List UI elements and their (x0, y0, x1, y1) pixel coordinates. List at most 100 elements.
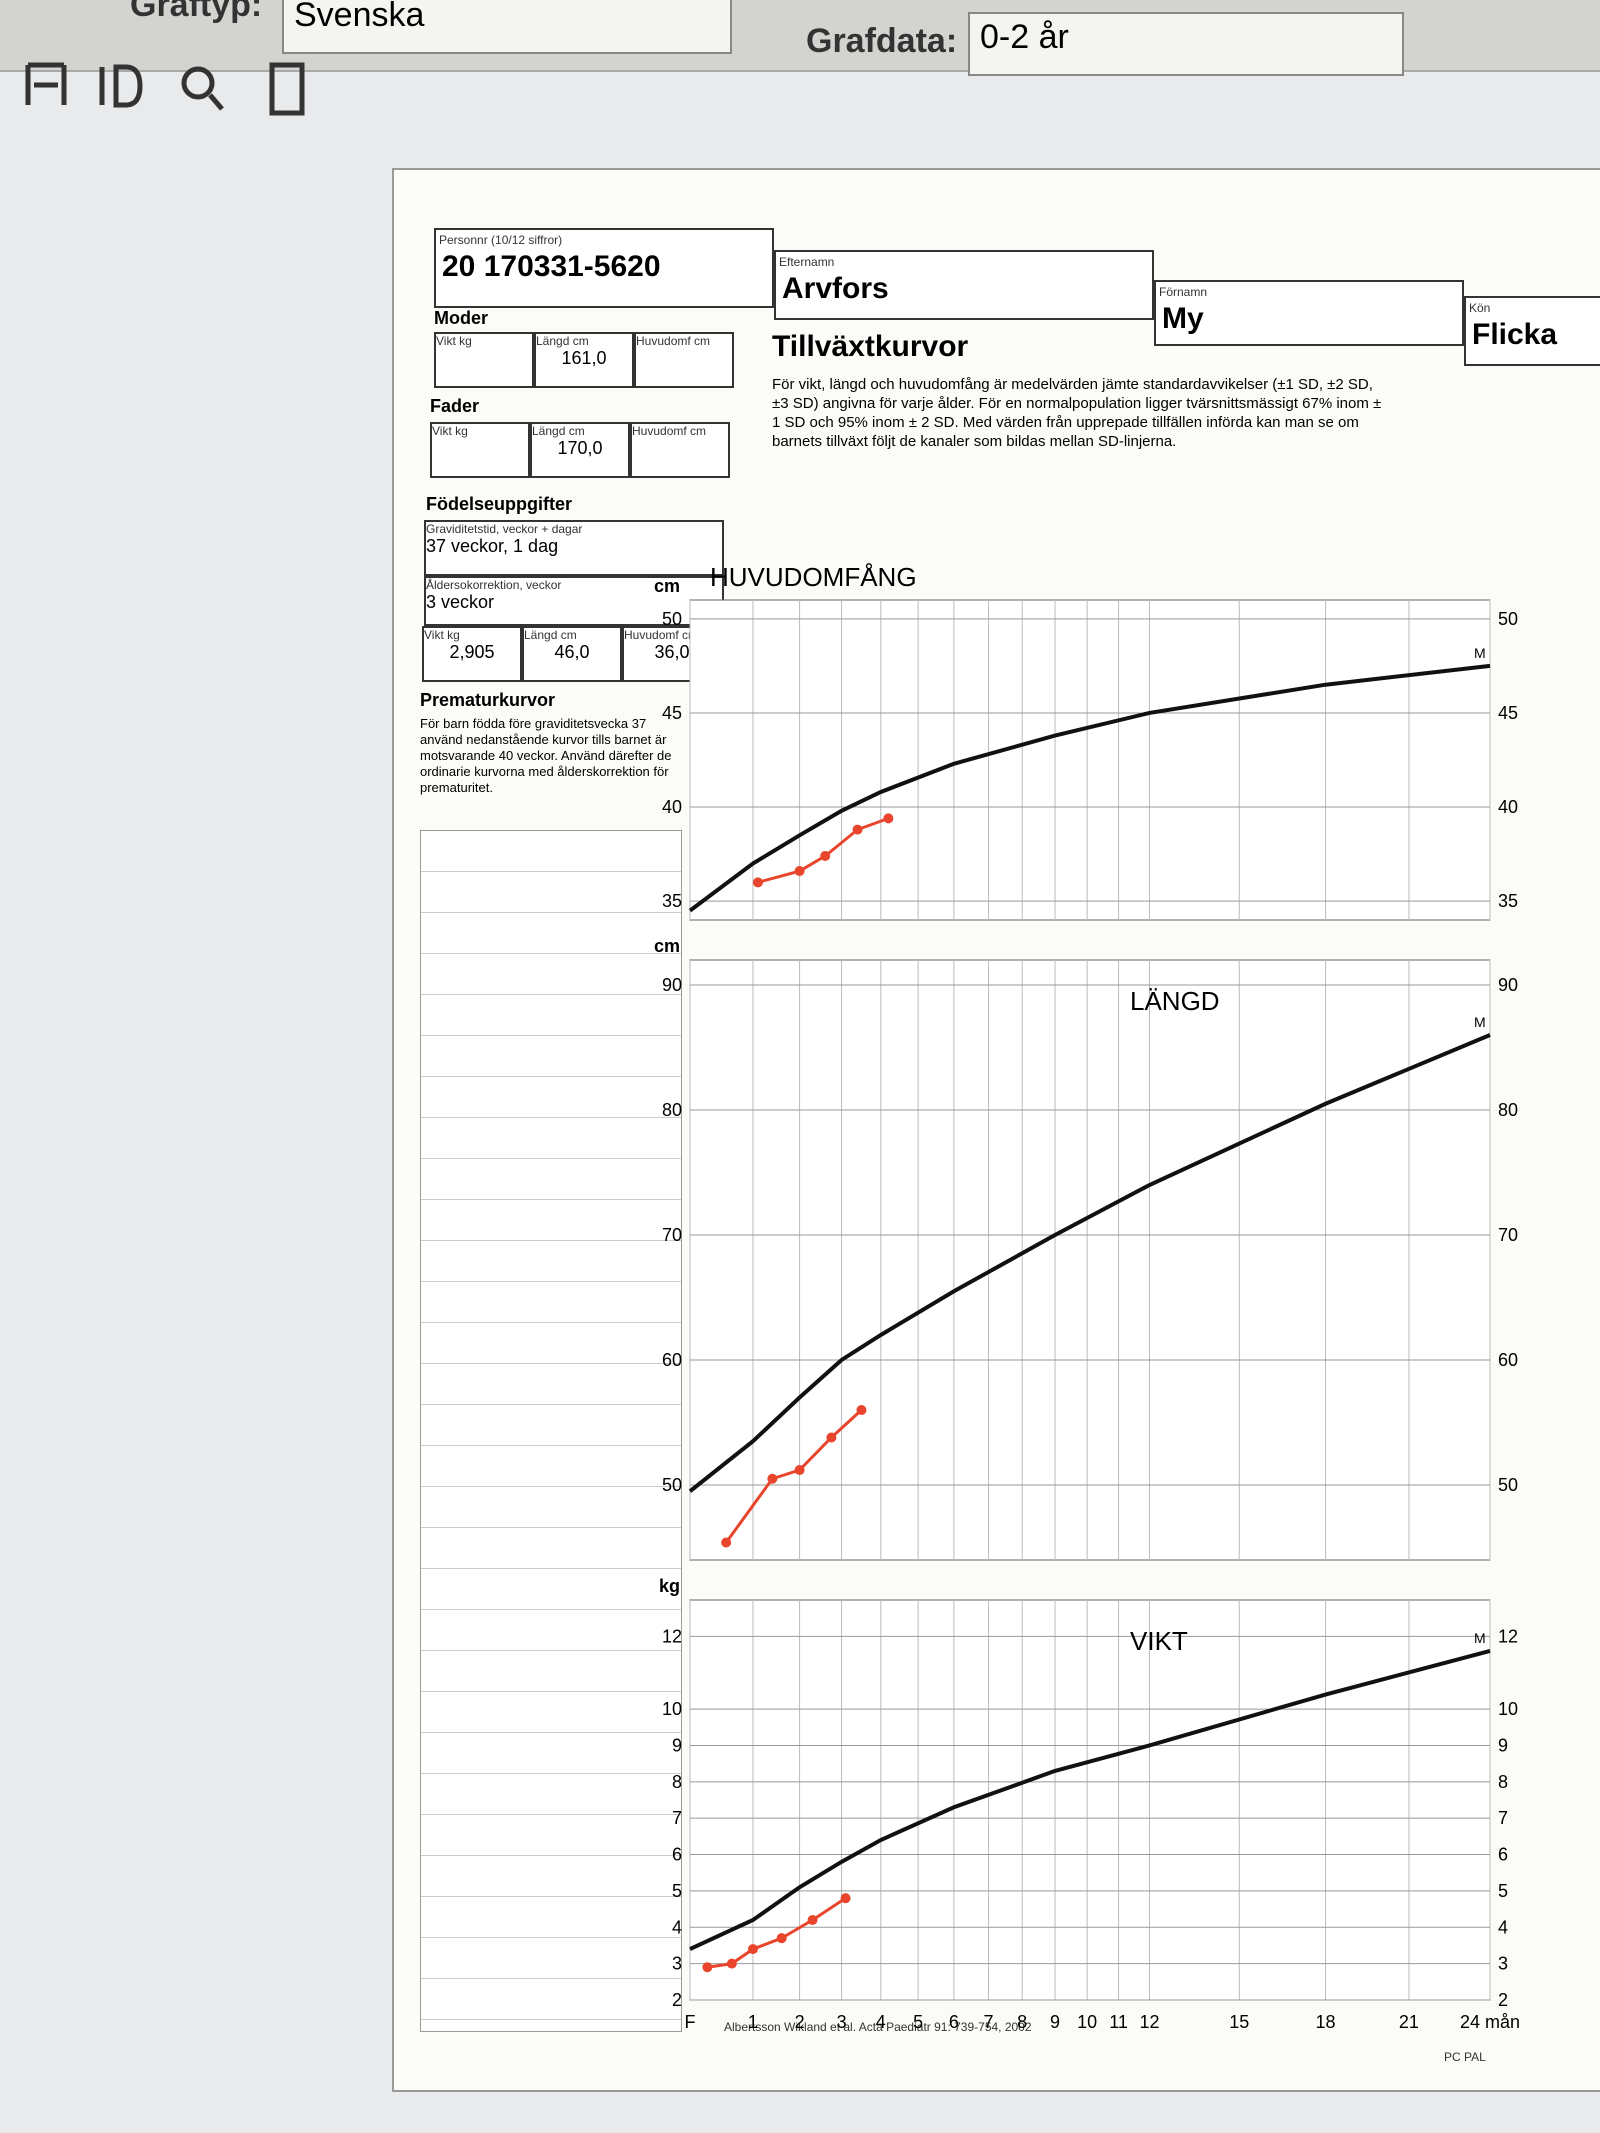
y-tick-label: 7 (672, 1808, 682, 1828)
premature-grid (420, 830, 682, 2032)
label: Kön (1469, 301, 1491, 315)
measurement-point (776, 1933, 787, 1944)
y-tick-label: 10 (662, 1699, 682, 1719)
y-tick-label-right: 12 (1498, 1626, 1518, 1646)
y-tick-label: 70 (662, 1225, 682, 1245)
x-tick-label: 4 (876, 2012, 886, 2032)
y-tick-label: 50 (662, 609, 682, 629)
value: 46,0 (554, 642, 590, 662)
value: Flicka (1472, 318, 1558, 351)
value: 161,0 (561, 348, 607, 368)
intro-text: För vikt, längd och huvudomfång är medel… (772, 376, 1382, 450)
y-tick-label-right: 60 (1498, 1350, 1518, 1370)
premature-title: Prematurkurvor (420, 690, 556, 710)
kon-field: Kön Flicka (1464, 296, 1600, 366)
y-tick-label: 9 (672, 1735, 682, 1755)
label: Längd cm (532, 424, 585, 438)
moder-fields: Vikt kg Längd cm 161,0 Huvudomf cm (434, 332, 734, 388)
fornamn-field: Förnamn My (1154, 280, 1464, 346)
plot-area (689, 1599, 1491, 2001)
y-tick-label: 12 (662, 1626, 682, 1646)
y-tick-label: 4 (672, 1917, 682, 1937)
measurement-point (721, 1537, 732, 1548)
intro-title: Tillväxtkurvor (772, 330, 969, 363)
series-line (688, 1033, 1491, 1493)
y-tick-label: 3 (672, 1954, 682, 1974)
series-name: M (1474, 645, 1486, 661)
premature-text: För barn födda före graviditetsvecka 37 … (420, 716, 672, 795)
value: 170,0 (557, 438, 603, 458)
label: Efternamn (779, 255, 835, 269)
value: 36,0 (654, 642, 690, 662)
x-tick-label: 10 (1077, 2012, 1097, 2032)
y-tick-label-right: 80 (1498, 1100, 1518, 1120)
toolbar: Graftyp: Svenska Grafdata: 0-2 år (0, 0, 1600, 76)
x-tick-label: 8 (1017, 2012, 1027, 2032)
y-tick-label: 35 (662, 891, 682, 911)
x-tick-label: 12 (1139, 2012, 1159, 2032)
value: 2,905 (449, 642, 495, 662)
toolbar-icons (25, 62, 305, 116)
y-tick-label-right: 8 (1498, 1772, 1508, 1792)
y-tick-label-right: 45 (1498, 703, 1518, 723)
footer-pcpal: PC PAL (1444, 2050, 1486, 2064)
value: 37 veckor, 1 dag (426, 536, 559, 556)
panel-title: HUVUDOMFÅNG (710, 562, 917, 592)
grav-field: Graviditetstid, veckor + dagar 37 veckor,… (424, 520, 724, 576)
label: Längd cm (536, 334, 589, 348)
label: Huvudomf cm (632, 424, 707, 438)
fader-fields: Vikt kg Längd cm 170,0 Huvudomf cm (430, 422, 730, 478)
label: Längd cm (524, 628, 577, 642)
measurement-point (826, 1432, 837, 1443)
y-tick-label-right: 50 (1498, 609, 1518, 629)
label: Vikt kg (424, 628, 460, 642)
measurement-point (702, 1962, 713, 1973)
footer-source: Albertsson Wikland et al. Acta Paediatr … (724, 2020, 1032, 2034)
measurement-point (794, 866, 805, 877)
plot-area (689, 959, 1491, 1561)
y-tick-label-right: 5 (1498, 1881, 1508, 1901)
plot-area (689, 599, 1491, 921)
measurement-point (752, 877, 763, 888)
measurement-point (767, 1473, 778, 1484)
x-tick-label: 6 (949, 2012, 959, 2032)
y-tick-label-right: 9 (1498, 1735, 1508, 1755)
y-tick-label: 45 (662, 703, 682, 723)
y-tick-label: 80 (662, 1100, 682, 1120)
panel-title: LÄNGD (1130, 986, 1220, 1016)
y-axis-label: cm (654, 936, 680, 956)
series-line (689, 1648, 1491, 1951)
icon-zoom[interactable] (181, 66, 215, 100)
measurement-point (852, 824, 863, 835)
y-tick-label: 6 (672, 1845, 682, 1865)
value: 3 veckor (426, 592, 495, 612)
panel-title: VIKT (1130, 1626, 1188, 1656)
y-tick-label: 60 (662, 1350, 682, 1370)
icon-print[interactable] (269, 62, 305, 116)
y-tick-label: 8 (672, 1772, 682, 1792)
label: Huvudomf cm (624, 628, 699, 642)
value: Arvfors (782, 272, 889, 305)
y-tick-label: 40 (662, 797, 682, 817)
y-tick-label: 5 (672, 1881, 682, 1901)
icon-fit[interactable] (25, 62, 67, 105)
y-tick-label-right: 10 (1498, 1699, 1518, 1719)
grafdata-select[interactable]: 0-2 år (968, 12, 1404, 76)
grafdata-label: Grafdata: (806, 22, 958, 60)
label: Vikt kg (432, 424, 468, 438)
x-tick-label: 5 (913, 2012, 923, 2032)
series-line (688, 663, 1491, 913)
fader-title: Fader (430, 396, 480, 416)
korr-field: Åldersokorrektion, veckor 3 veckor (424, 576, 724, 626)
x-tick-label: 18 (1316, 2012, 1336, 2032)
x-tick-label: 21 (1399, 2012, 1419, 2032)
graftyp-select[interactable]: Svenska (282, 0, 732, 54)
label: Förnamn (1159, 285, 1208, 299)
efternamn-field: Efternamn Arvfors (774, 250, 1154, 320)
icon-id[interactable] (99, 64, 143, 108)
series-name: M (1474, 1630, 1486, 1646)
x-tick-label: 15 (1229, 2012, 1249, 2032)
y-tick-label-right: 4 (1498, 1917, 1508, 1937)
y-axis-label: kg (659, 1576, 680, 1596)
moder-title: Moder (434, 308, 488, 328)
